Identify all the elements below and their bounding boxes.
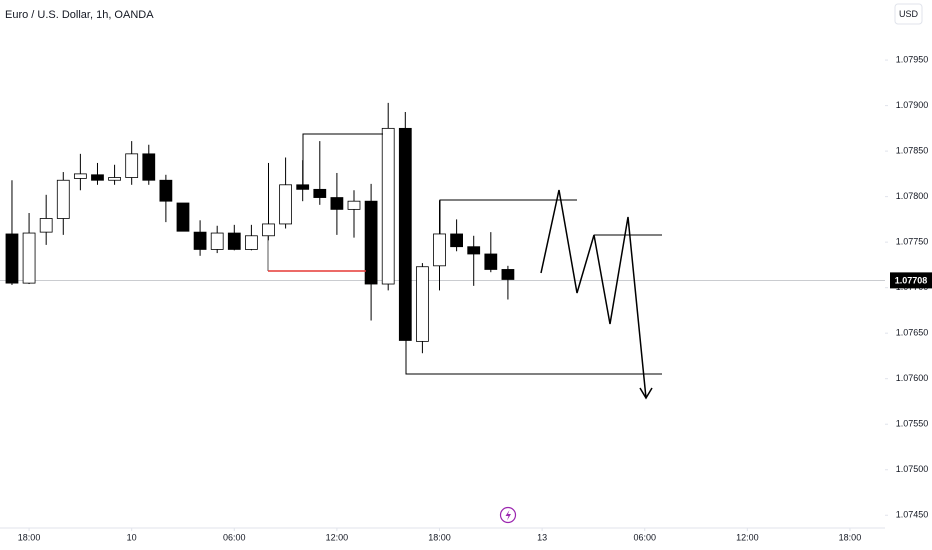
candle-body [433, 233, 446, 267]
x-tick-label: 10 [127, 532, 137, 542]
candle-body [5, 233, 19, 284]
icon-bolt[interactable] [505, 510, 512, 521]
x-tick-label: 06:00 [633, 532, 656, 542]
candle-body [125, 153, 139, 178]
candle-body [313, 188, 327, 198]
y-tick-label: 1.07750 [896, 237, 929, 247]
x-tick-label: 12:00 [326, 532, 349, 542]
last-price-label: 1.07708 [895, 275, 928, 285]
currency[interactable]: USD [899, 9, 919, 19]
x-tick-label: 13 [537, 532, 547, 542]
plot [0, 102, 885, 354]
y-tick-label: 1.07650 [896, 328, 929, 338]
candle-body [296, 184, 310, 190]
x-tick-label: 06:00 [223, 532, 246, 542]
currency-box[interactable] [894, 3, 923, 25]
range-line [302, 133, 383, 185]
candle-body [364, 200, 378, 285]
range-line [405, 340, 662, 375]
candle-body [56, 179, 70, 219]
chart-title: Euro / U.S. Dollar, 1h, OANDA [5, 9, 154, 21]
candle-body [381, 127, 395, 285]
range-line [439, 199, 577, 234]
x-tick-label: 18:00 [428, 532, 451, 542]
y-tick-label: 1.07550 [896, 419, 929, 429]
candle-body [484, 253, 498, 270]
candle-body [91, 174, 104, 181]
candle-body [467, 246, 481, 255]
candle-body [227, 232, 241, 250]
last-price-box [890, 272, 932, 289]
candle-body [108, 177, 121, 181]
candle-body [398, 127, 412, 341]
y-tick-label: 1.07600 [896, 373, 929, 383]
x-tick-label: 18:00 [18, 532, 41, 542]
candle-body [330, 197, 344, 210]
candle-body [22, 232, 36, 284]
y-tick-label: 1.07800 [896, 191, 929, 201]
candle-body [142, 153, 156, 181]
candle-body [159, 179, 173, 202]
drawings [267, 133, 662, 400]
y-tick-label: 1.07950 [896, 54, 929, 64]
y-tick-label: 1.07450 [896, 510, 929, 520]
x-tick-label: 12:00 [736, 532, 759, 542]
candle-body [193, 231, 207, 250]
candle-body [416, 266, 429, 342]
candle-body [501, 269, 515, 280]
candle-body [176, 202, 190, 232]
y-tick-label: 1.07500 [896, 464, 929, 474]
candle-body [39, 218, 53, 233]
y-tick-label: 1.07900 [896, 100, 929, 110]
lightning-icon[interactable] [499, 506, 517, 524]
candle-body [73, 173, 87, 179]
candle-body [245, 235, 258, 250]
candle-body [279, 184, 292, 225]
candle-body [210, 232, 224, 250]
arrow-head [639, 387, 653, 400]
candle-body [450, 233, 463, 248]
x-tick-label: 18:00 [839, 532, 862, 542]
projection-path [540, 189, 647, 399]
y-tick-label: 1.07850 [896, 145, 929, 155]
candle-body [262, 223, 275, 237]
candle-body [347, 200, 361, 210]
